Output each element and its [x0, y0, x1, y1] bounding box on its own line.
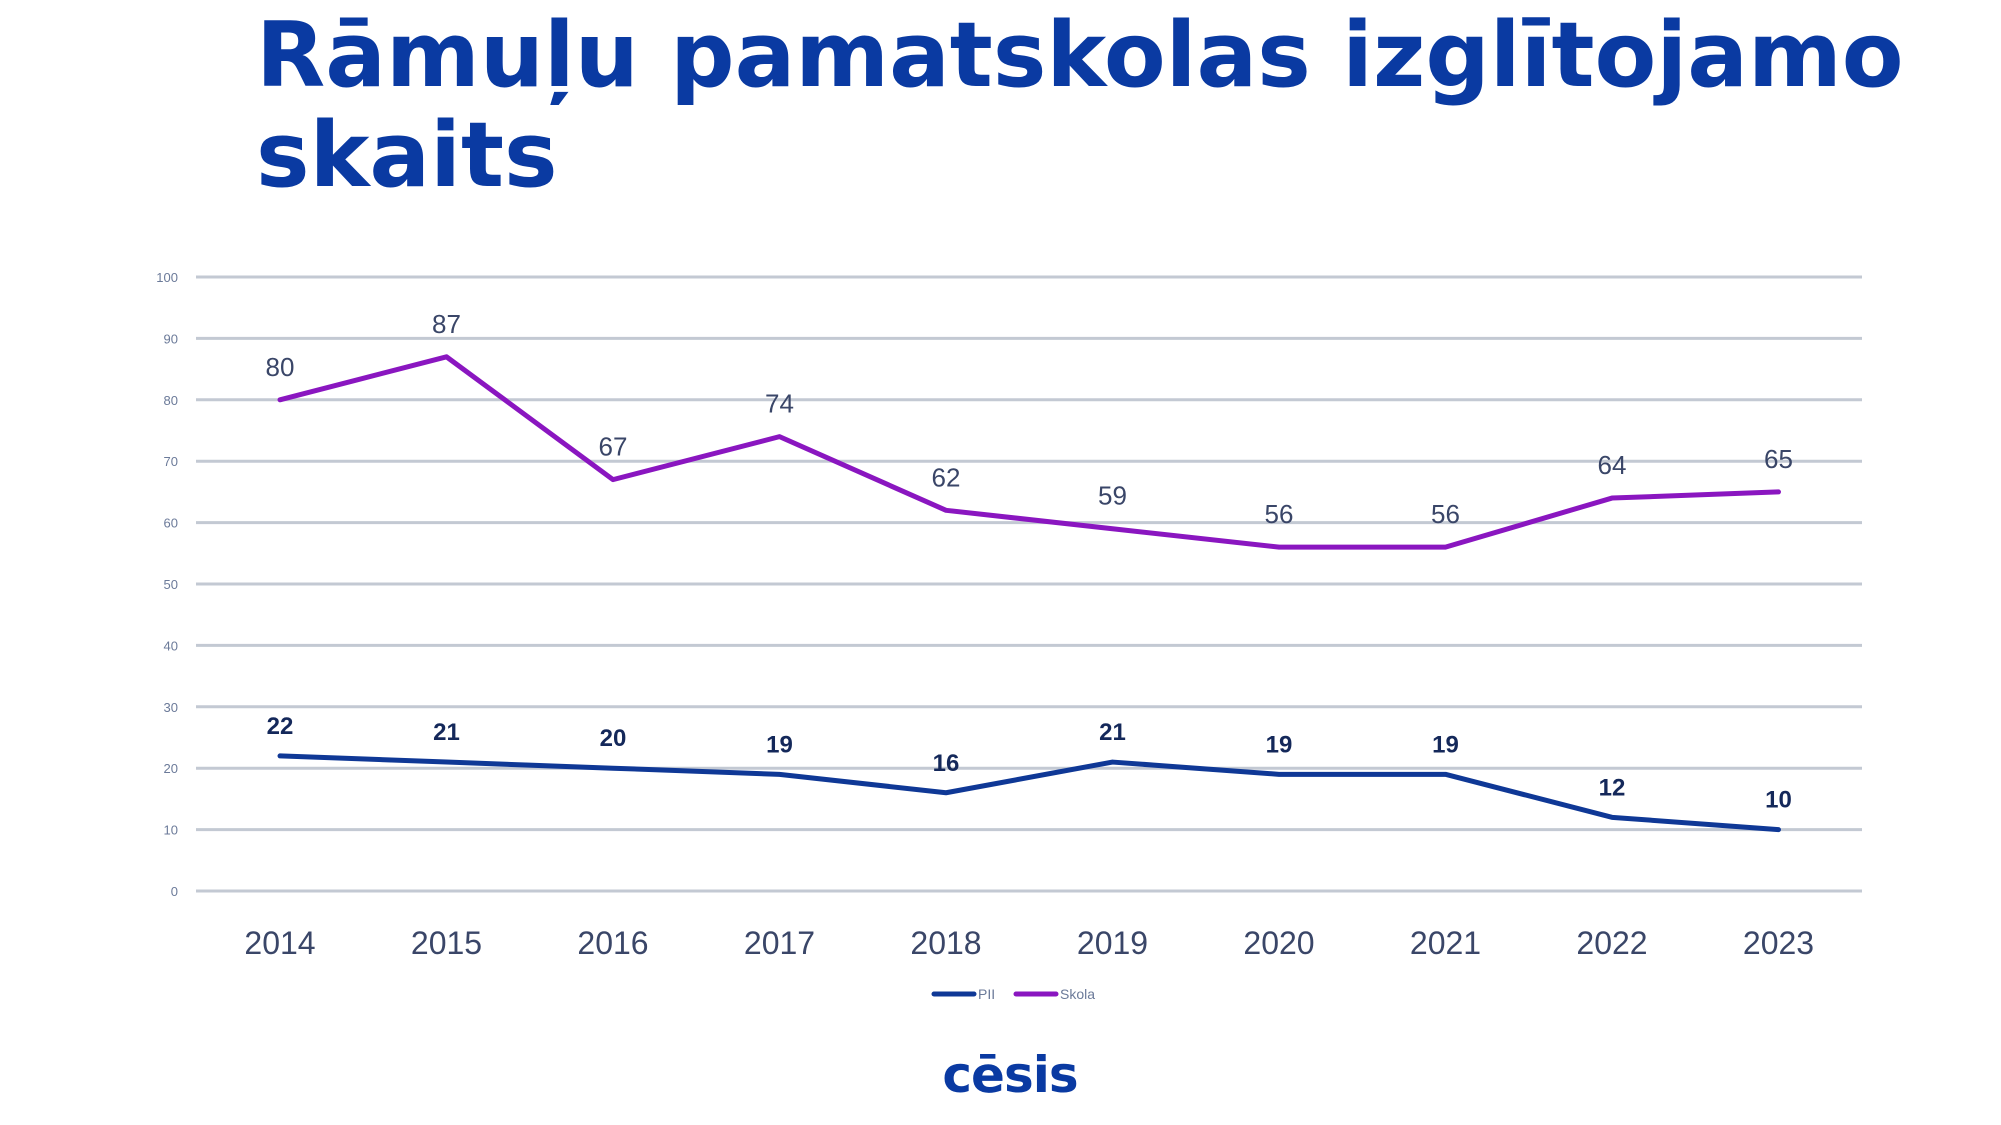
data-label: 56	[1431, 499, 1460, 529]
x-tick-label: 2021	[1410, 925, 1481, 961]
data-label: 80	[266, 352, 295, 382]
y-tick-label: 10	[164, 823, 178, 838]
data-label: 74	[765, 389, 794, 419]
y-tick-label: 20	[164, 761, 178, 776]
data-label: 65	[1764, 444, 1793, 474]
x-tick-label: 2022	[1576, 925, 1647, 961]
data-label: 87	[432, 309, 461, 339]
y-tick-label: 90	[164, 331, 178, 346]
data-label: 19	[1266, 731, 1293, 758]
legend-label: PII	[978, 986, 995, 1002]
y-tick-label: 100	[156, 270, 178, 285]
cesis-logo: cēsis	[942, 1046, 1078, 1104]
y-axis-ticks: 0 10 20 30 40 50 60 70 80 90 100	[156, 270, 178, 899]
y-tick-label: 60	[164, 516, 178, 531]
series-line-skola	[277, 354, 1781, 550]
x-tick-label: 2016	[577, 925, 648, 961]
y-tick-label: 30	[164, 700, 178, 715]
x-tick-label: 2018	[910, 925, 981, 961]
legend: PII Skola	[931, 986, 1095, 1002]
data-label: 22	[267, 713, 294, 740]
data-label: 67	[599, 432, 628, 462]
x-tick-label: 2023	[1743, 925, 1814, 961]
y-tick-label: 40	[164, 638, 178, 653]
data-labels: 22 21 20 19 16 21 19 19 12 10 80 87 67 74 62 59 56 56 64 65	[266, 309, 1793, 814]
x-tick-label: 2017	[744, 925, 815, 961]
y-tick-label: 50	[164, 577, 178, 592]
x-axis-ticks: 2014 2015 2016 2017 2018 2019 2020 2021 2022 2023	[244, 925, 1814, 961]
legend-label: Skola	[1060, 986, 1095, 1002]
data-label: 59	[1098, 481, 1127, 511]
data-label: 19	[766, 731, 793, 758]
data-label: 21	[433, 719, 460, 746]
series-lines	[277, 354, 1781, 833]
data-label: 62	[932, 462, 961, 492]
data-label: 20	[600, 725, 627, 752]
x-tick-label: 2014	[244, 925, 315, 961]
y-tick-label: 70	[164, 454, 178, 469]
y-tick-label: 0	[171, 884, 178, 899]
gridlines	[196, 275, 1862, 893]
y-tick-label: 80	[164, 393, 178, 408]
data-label: 21	[1099, 719, 1126, 746]
data-label: 64	[1598, 450, 1627, 480]
x-tick-label: 2019	[1077, 925, 1148, 961]
data-label: 12	[1599, 774, 1626, 801]
data-label: 19	[1432, 731, 1459, 758]
data-label: 16	[933, 750, 960, 777]
data-label: 56	[1265, 499, 1294, 529]
x-tick-label: 2015	[411, 925, 482, 961]
data-label: 10	[1765, 787, 1792, 814]
x-tick-label: 2020	[1243, 925, 1314, 961]
page-title: Rāmuļu pamatskolas izglītojamo skaits	[256, 3, 1904, 208]
series-line-pii	[277, 753, 1781, 833]
